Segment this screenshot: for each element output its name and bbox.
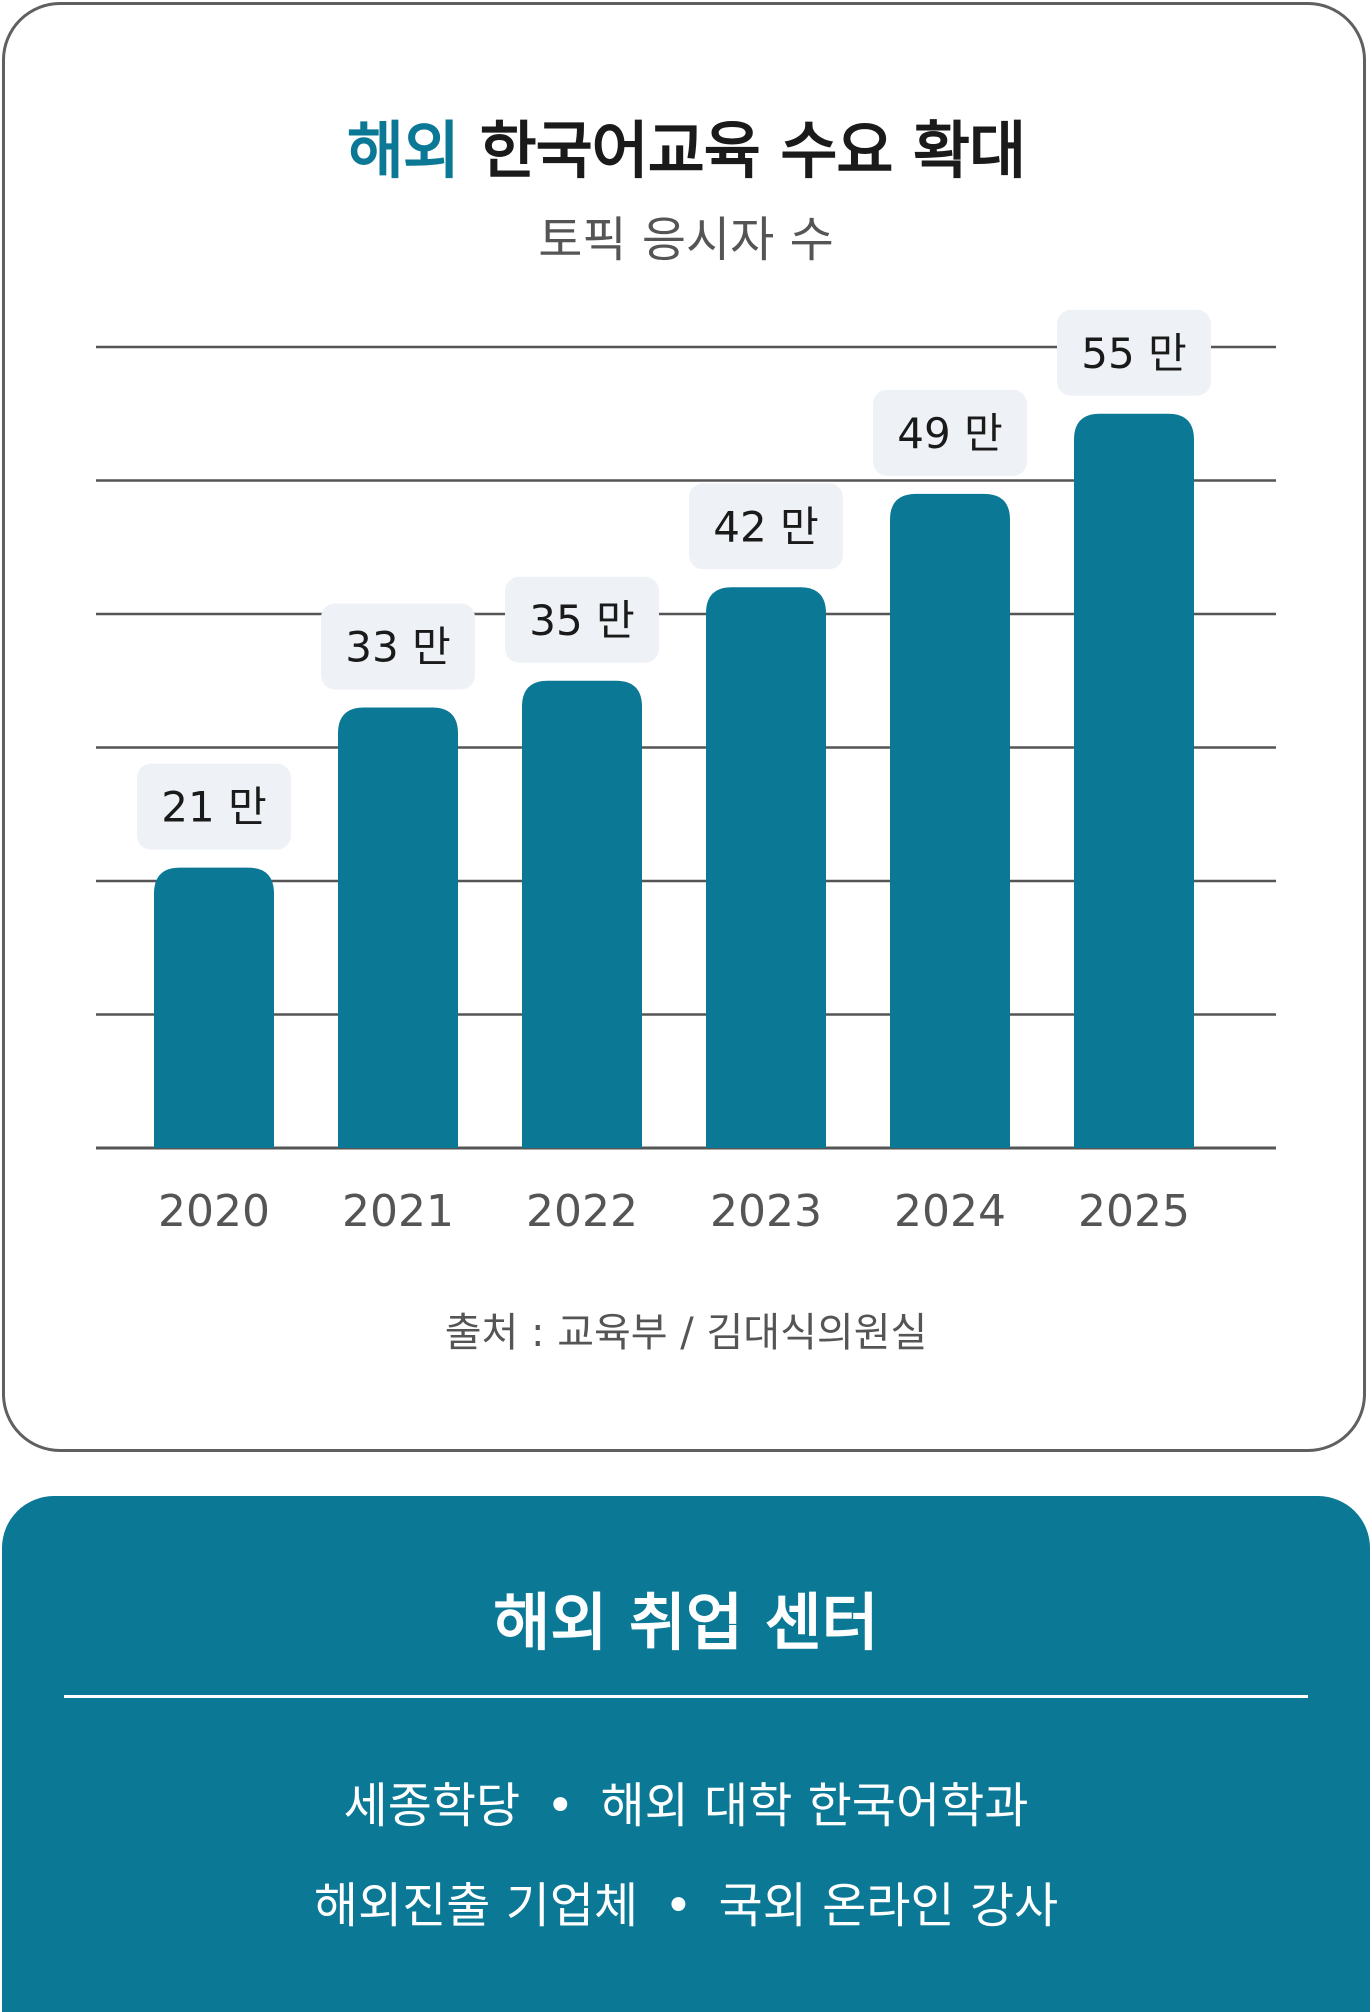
value-label: 55 만: [1081, 329, 1186, 378]
bullet-dot: •: [664, 1878, 693, 1934]
x-tick-label: 2022: [526, 1186, 638, 1237]
bar-2025: [1074, 413, 1194, 1148]
x-tick-label: 2025: [1078, 1186, 1190, 1237]
value-label-bg: [1057, 309, 1211, 396]
chart-subtitle: 토픽 응시자 수: [538, 212, 834, 268]
value-label-bg: [689, 483, 843, 570]
value-label: 49 만: [897, 409, 1002, 458]
bar-2023: [706, 587, 826, 1148]
value-label: 42 만: [713, 502, 818, 551]
panel-item: 국외 온라인 강사: [718, 1878, 1059, 1934]
panel-line-2: 해외진출 기업체 • 국외 온라인 강사: [2, 1866, 1370, 1936]
value-label-bg: [873, 389, 1027, 476]
bar-chart: 21 만 33 만 35 만 42 만 49 만 55 만 2020 2021 2022 202…: [96, 309, 1276, 1237]
value-label: 35 만: [529, 596, 634, 645]
chart-title: 해외 한국어교육 수요 확대: [0, 100, 1372, 190]
bar-2020: [154, 867, 274, 1148]
panel-line-1: 세종학당 • 해외 대학 한국어학과: [2, 1766, 1370, 1836]
bar-2024: [890, 493, 1010, 1149]
x-tick-label: 2020: [158, 1186, 270, 1237]
bar-2022: [522, 680, 642, 1148]
panel-divider: [64, 1695, 1308, 1698]
value-label-bg: [137, 763, 291, 850]
x-tick-label: 2023: [710, 1186, 822, 1237]
x-tick-label: 2021: [342, 1186, 454, 1237]
panel-item: 해외 대학 한국어학과: [600, 1778, 1029, 1834]
x-tick-label: 2024: [894, 1186, 1006, 1237]
bullet-dot: •: [546, 1778, 575, 1834]
bar-2021: [338, 707, 458, 1148]
value-label: 33 만: [345, 622, 450, 671]
source-note: 출처 : 교육부 / 김대식의원실: [444, 1310, 928, 1356]
value-label-bg: [505, 576, 659, 663]
title-accent: 해외: [346, 114, 460, 187]
value-label: 21 만: [161, 783, 266, 832]
overseas-job-center-panel: 해외 취업 센터 세종학당 • 해외 대학 한국어학과 해외진출 기업체 • 국외 온라…: [2, 1496, 1370, 2012]
panel-item: 해외진출 기업체: [313, 1878, 639, 1934]
panel-title: 해외 취업 센터: [493, 1586, 879, 1659]
title-rest: 한국어교육 수요 확대: [479, 114, 1027, 187]
panel-item: 세종학당: [343, 1778, 521, 1834]
value-label-bg: [321, 603, 475, 690]
